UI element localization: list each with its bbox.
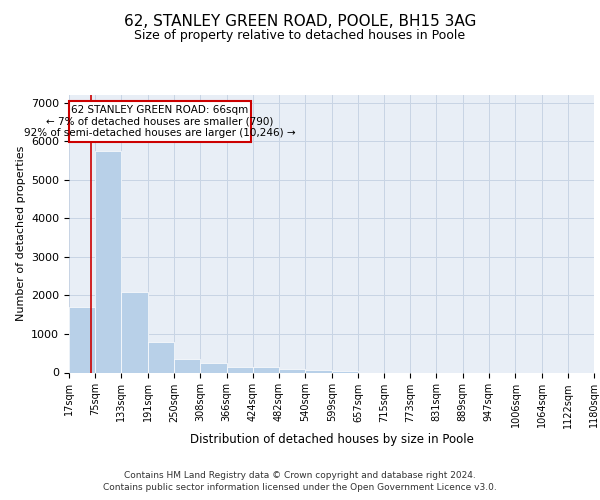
- Bar: [174, 358, 200, 372]
- Text: 62 STANLEY GREEN ROAD: 66sqm: 62 STANLEY GREEN ROAD: 66sqm: [71, 105, 248, 115]
- Bar: [95, 151, 121, 372]
- Text: 62, STANLEY GREEN ROAD, POOLE, BH15 3AG: 62, STANLEY GREEN ROAD, POOLE, BH15 3AG: [124, 14, 476, 28]
- FancyBboxPatch shape: [69, 101, 251, 142]
- Bar: [279, 370, 305, 372]
- Bar: [332, 371, 358, 372]
- Text: Contains HM Land Registry data © Crown copyright and database right 2024.: Contains HM Land Registry data © Crown c…: [124, 472, 476, 480]
- Bar: [227, 367, 253, 372]
- Bar: [200, 363, 227, 372]
- Bar: [148, 342, 174, 372]
- Bar: [305, 370, 332, 372]
- Bar: [69, 307, 95, 372]
- Text: 92% of semi-detached houses are larger (10,246) →: 92% of semi-detached houses are larger (…: [24, 128, 296, 138]
- Bar: [253, 368, 279, 372]
- Text: ← 7% of detached houses are smaller (790): ← 7% of detached houses are smaller (790…: [46, 116, 274, 126]
- Bar: [121, 292, 148, 372]
- Text: Size of property relative to detached houses in Poole: Size of property relative to detached ho…: [134, 28, 466, 42]
- Text: Contains public sector information licensed under the Open Government Licence v3: Contains public sector information licen…: [103, 482, 497, 492]
- X-axis label: Distribution of detached houses by size in Poole: Distribution of detached houses by size …: [190, 434, 473, 446]
- Y-axis label: Number of detached properties: Number of detached properties: [16, 146, 26, 322]
